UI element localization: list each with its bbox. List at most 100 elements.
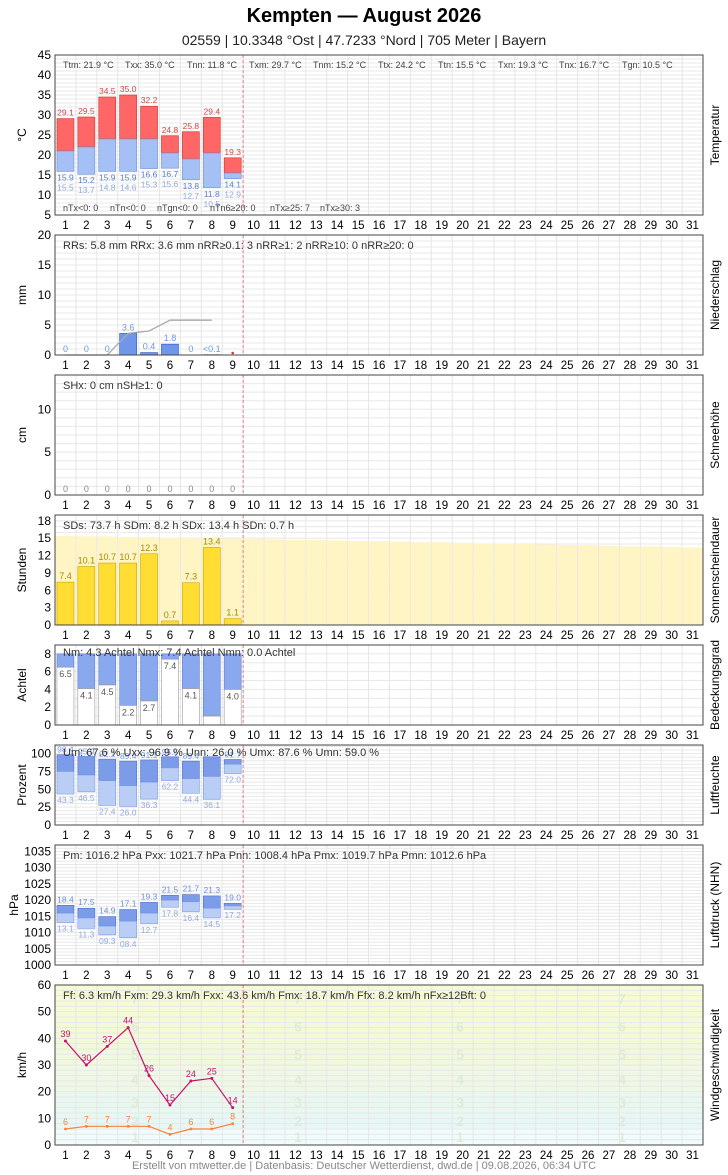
beaufort-label: 7 [618,990,626,1006]
precipitation-xtick-label: 21 [477,360,490,372]
tmax-data-label: 29.5 [78,106,95,116]
humidity-xtick-label: 31 [686,830,699,842]
precip-data-label: 0 [63,344,68,354]
precipitation-xtick-label: 22 [498,360,511,372]
cloud_cover-xtick-label: 31 [686,730,699,742]
snow-xtick-label: 16 [373,500,386,512]
wind-xtick-label: 23 [519,1150,532,1162]
tmin-data-label: 16.7 [162,169,179,179]
cloud_cover-ytick-label: 6 [44,665,51,679]
temperature-xtick-label: 15 [352,220,365,232]
sun-possible-bar [598,545,619,625]
sunshine-xtick-label: 21 [477,630,490,642]
temperature-xtick-label: 31 [686,220,699,232]
sunshine-xtick-label: 27 [603,630,616,642]
sunshine-bar [77,566,96,626]
tmax-data-label: 29.1 [57,108,74,118]
sunshine-xtick-label: 29 [644,630,657,642]
cloud-data-label: 4.5 [101,687,114,697]
snow-side-label: Schneehöhe [708,401,722,469]
beaufort-label: 5 [618,1046,626,1062]
cloud_cover-xtick-label: 29 [644,730,657,742]
wind-gust-point [210,1076,214,1080]
pressure-min-bar [119,920,137,939]
cloud-data-label: 4.1 [80,691,93,701]
humidity-xtick-label: 18 [414,830,427,842]
pressure-xtick-label: 27 [603,970,616,982]
tmin-data-label: 14.1 [224,180,241,190]
humidity-max-bar [140,759,158,783]
panel-snow: 0 5 10 cm Schneehöhe 0 0 0 0 0 0 0 0 0 SHx: 0 cm nSH≥1… [15,374,722,512]
sun-possible-bar [473,543,494,625]
sunshine-xtick-label: 19 [435,630,448,642]
temperature-stat: Txx: 35.0 °C [125,60,175,70]
tmax-data-label: 19.3 [224,147,241,157]
precipitation-xtick-label: 16 [373,360,386,372]
wind-gust-point [63,1039,67,1043]
snow-xtick-label: 15 [352,500,365,512]
wind-xtick-label: 18 [414,1150,427,1162]
humidity-xtick-label: 19 [435,830,448,842]
sunshine-xtick-label: 31 [686,630,699,642]
precipitation-xtick-label: 5 [146,360,152,372]
wind-gust-point [231,1106,235,1110]
sunshine-xtick-label: 11 [269,630,281,642]
temperature-xtick-label: 7 [188,220,194,232]
tmax-bar [119,94,137,140]
tmin-data-label: 15.9 [99,172,116,182]
humidity-ylabel: Prozent [15,764,29,806]
cloud_cover-xtick-label: 17 [394,730,407,742]
sunshine-data-label: 10.7 [98,552,116,562]
beaufort-label: 4 [618,1072,626,1088]
sun-possible-bar [536,544,557,625]
beaufort-label: 7 [294,990,302,1006]
wind-xtick-label: 14 [331,1150,344,1162]
beaufort-label: 4 [131,1072,139,1088]
sun-possible-bar [327,540,348,625]
sun-possible-bar [410,542,431,625]
wind-mean-label: 8 [230,1112,235,1122]
pressure-max-label: 19.0 [224,892,241,902]
humidity-xtick-label: 1 [62,830,68,842]
beaufort-label: 1 [131,1129,139,1145]
tmax-bar [182,131,200,160]
sunshine-xtick-label: 30 [665,630,678,642]
humidity-min-bar [77,774,96,793]
pressure-max-label: 14.9 [99,906,116,916]
snow-ytick-label: 5 [44,445,51,459]
humidity-ytick-label: 100 [31,747,51,761]
temperature-count-stat: nTx≥30: 3 [320,203,360,213]
cloud_cover-xtick-label: 20 [456,730,469,742]
sunshine-xtick-label: 12 [289,630,302,642]
wind-ytick-label: 40 [38,1031,52,1045]
precipitation-xtick-label: 9 [229,360,235,372]
temperature-count-stat: nTx<0: 0 [63,203,98,213]
humidity-max-bar [182,760,200,779]
humidity-min-bar [140,781,158,800]
humidity-xtick-label: 2 [83,830,89,842]
snow-xtick-label: 7 [188,500,194,512]
temperature-ytick-label: 30 [38,108,52,122]
humidity-max-label: 95.9 [78,747,95,757]
tmax-data-label: 35.0 [120,84,137,94]
precip-data-label: <0.1 [203,344,221,354]
humidity-max-label: 95.5 [162,747,179,757]
temperature-ytick-label: 20 [38,148,52,162]
beaufort-label: 6 [456,1018,464,1034]
beaufort-label: 6 [131,1018,139,1034]
precipitation-ytick-label: 0 [44,348,51,362]
page-title: Kempten — August 2026 [246,5,482,27]
wind-gust-point [84,1063,88,1067]
cloud_cover-ytick-label: 0 [44,718,51,732]
snow-xtick-label: 13 [310,500,323,512]
humidity-xtick-label: 20 [456,830,469,842]
snow-xtick-label: 8 [209,500,215,512]
pressure-max-label: 21.7 [183,884,200,894]
precipitation-xtick-label: 25 [561,360,574,372]
snow-data-label: 0 [126,484,131,494]
pressure-xtick-label: 18 [414,970,427,982]
pressure-xtick-label: 20 [456,970,469,982]
tmin-bar [98,138,117,172]
wind-gust-label: 25 [207,1066,217,1076]
wind-xtick-label: 28 [623,1150,636,1162]
